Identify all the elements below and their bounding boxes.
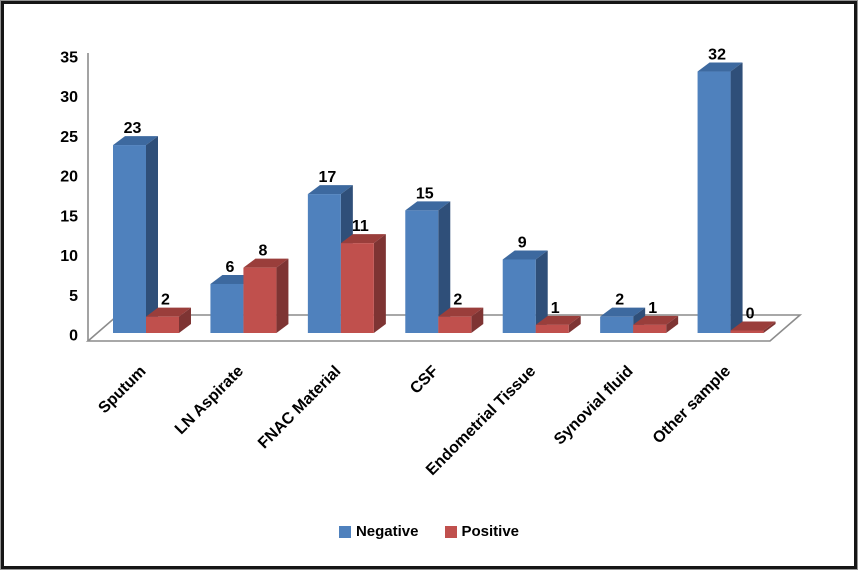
bar-negative-0 [113, 145, 146, 333]
bar-negative-3 [405, 210, 439, 333]
bar-negative-6 [697, 71, 731, 333]
value-label-positive-3: 2 [453, 292, 462, 309]
y-tick-5: 5 [69, 288, 78, 305]
y-tick-10: 10 [60, 248, 78, 265]
legend-item-positive: Positive [444, 523, 520, 540]
x-category-label-3: CSF [407, 363, 442, 398]
bar-side-negative-4 [535, 250, 548, 333]
value-label-negative-0: 23 [124, 120, 142, 137]
bar-top-positive-4 [535, 315, 581, 325]
bar-negative-4 [502, 259, 536, 333]
value-label-negative-5: 2 [615, 292, 624, 309]
bar-negative-5 [600, 316, 634, 333]
bar-positive-3 [438, 316, 472, 333]
x-category-label-4: Endometrial Tissue [423, 363, 539, 479]
value-label-negative-4: 9 [518, 234, 527, 251]
legend-label-positive: Positive [461, 523, 520, 540]
x-category-label-6: Other sample [650, 363, 734, 447]
bar-top-negative-4 [502, 250, 548, 260]
value-label-negative-3: 15 [416, 185, 434, 202]
bar-top-positive-0 [146, 307, 191, 317]
value-label-negative-1: 6 [225, 259, 234, 276]
bar-side-positive-6 [763, 321, 776, 333]
bar-top-negative-0 [113, 136, 158, 146]
x-category-label-2: FNAC Material [255, 363, 344, 452]
x-category-label-5: Synovial fluid [551, 363, 637, 449]
bar-positive-2 [340, 243, 374, 333]
value-label-positive-0: 2 [161, 292, 170, 309]
legend-label-negative: Negative [355, 523, 419, 540]
y-tick-15: 15 [60, 208, 78, 225]
bar-negative-2 [307, 194, 341, 333]
y-tick-0: 0 [69, 328, 78, 345]
value-label-positive-4: 1 [551, 300, 560, 317]
bar-top-negative-3 [405, 201, 451, 211]
legend: Negative Positive [4, 523, 854, 540]
x-category-label-1: LN Aspirate [172, 363, 247, 438]
bar-side-negative-0 [146, 136, 158, 333]
bar-side-positive-0 [179, 307, 191, 333]
value-label-positive-2: 11 [352, 218, 369, 235]
y-tick-30: 30 [60, 89, 78, 106]
bar-positive-4 [535, 324, 569, 333]
bar-positive-1 [243, 267, 277, 333]
bar-chart-canvas: 23 2 6 8 17 11 15 2 9 1 2 1 32 0 0 5 10 15 20 25 30 35 Sputum L… [60, 47, 803, 479]
value-label-positive-5: 1 [648, 300, 657, 317]
value-label-positive-1: 8 [258, 243, 267, 260]
bar-positive-6 [730, 330, 764, 333]
bar-top-positive-1 [243, 258, 289, 268]
value-label-negative-2: 17 [318, 169, 336, 186]
bar-top-positive-2 [340, 234, 386, 244]
y-tick-25: 25 [60, 129, 78, 146]
legend-swatch-negative-icon [338, 525, 351, 538]
bar-side-negative-6 [730, 62, 743, 333]
bar-positive-5 [633, 324, 667, 333]
legend-swatch-positive-icon [444, 525, 457, 538]
bar-top-positive-5 [633, 315, 679, 325]
x-category-label-0: Sputum [95, 363, 149, 417]
bar-negative-1 [210, 283, 244, 333]
bar-side-positive-5 [666, 315, 679, 333]
value-label-positive-6: 0 [746, 306, 755, 323]
bar-side-positive-1 [276, 258, 289, 333]
legend-item-negative: Negative [338, 523, 419, 540]
bar-top-negative-6 [697, 62, 743, 72]
bar-top-negative-2 [307, 185, 353, 195]
value-label-negative-6: 32 [708, 47, 726, 64]
bar-side-negative-3 [438, 201, 451, 333]
bar-side-positive-4 [568, 315, 581, 333]
y-tick-35: 35 [60, 49, 78, 66]
bar-positive-0 [146, 316, 179, 333]
bar-side-positive-3 [471, 307, 484, 333]
bar-top-positive-6 [730, 321, 776, 331]
bar-side-positive-2 [373, 234, 386, 333]
bar-top-negative-5 [600, 307, 646, 317]
bar-top-positive-3 [438, 307, 484, 317]
y-tick-20: 20 [60, 169, 78, 186]
